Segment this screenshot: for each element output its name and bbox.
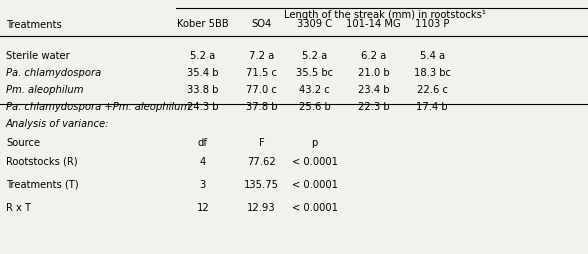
Text: < 0.0001: < 0.0001: [292, 156, 338, 166]
Text: 5.2 a: 5.2 a: [302, 51, 327, 61]
Text: 17.4 b: 17.4 b: [416, 101, 448, 111]
Text: 33.8 b: 33.8 b: [187, 84, 219, 94]
Text: 5.4 a: 5.4 a: [420, 51, 445, 61]
Text: 35.4 b: 35.4 b: [187, 67, 219, 77]
Text: < 0.0001: < 0.0001: [292, 202, 338, 212]
Text: Source: Source: [6, 137, 40, 147]
Text: Pm. aleophilum: Pm. aleophilum: [6, 84, 83, 94]
Text: 77.62: 77.62: [248, 156, 276, 166]
Text: 3: 3: [200, 179, 206, 189]
Text: Rootstocks (R): Rootstocks (R): [6, 156, 78, 166]
Text: Analysis of variance:: Analysis of variance:: [6, 118, 109, 128]
Text: 12.93: 12.93: [248, 202, 276, 212]
Text: Kober 5BB: Kober 5BB: [177, 19, 229, 29]
Text: 3309 C: 3309 C: [297, 19, 332, 29]
Text: 4: 4: [200, 156, 206, 166]
Text: 22.3 b: 22.3 b: [358, 101, 389, 111]
Text: Pa. chlamydospora: Pa. chlamydospora: [6, 67, 101, 77]
Text: 18.3 bc: 18.3 bc: [414, 67, 450, 77]
Text: df: df: [198, 137, 208, 147]
Text: 37.8 b: 37.8 b: [246, 101, 278, 111]
Text: Treatments: Treatments: [6, 20, 62, 30]
Text: 25.6 b: 25.6 b: [299, 101, 330, 111]
Text: 23.4 b: 23.4 b: [358, 84, 389, 94]
Text: SO4: SO4: [252, 19, 272, 29]
Text: Treatments (T): Treatments (T): [6, 179, 79, 189]
Text: F: F: [259, 137, 265, 147]
Text: 12: 12: [196, 202, 209, 212]
Text: 6.2 a: 6.2 a: [361, 51, 386, 61]
Text: 22.6 c: 22.6 c: [417, 84, 447, 94]
Text: p: p: [312, 137, 318, 147]
Text: 7.2 a: 7.2 a: [249, 51, 274, 61]
Text: 77.0 c: 77.0 c: [246, 84, 277, 94]
Text: 24.3 b: 24.3 b: [187, 101, 219, 111]
Text: 35.5 bc: 35.5 bc: [296, 67, 333, 77]
Text: Sterile water: Sterile water: [6, 51, 69, 61]
Text: R x T: R x T: [6, 202, 31, 212]
Text: 43.2 c: 43.2 c: [299, 84, 330, 94]
Text: < 0.0001: < 0.0001: [292, 179, 338, 189]
Text: Length of the streak (mm) in rootstocks¹: Length of the streak (mm) in rootstocks¹: [284, 10, 486, 20]
Text: Pa. chlamydospora +Pm. aleophilum: Pa. chlamydospora +Pm. aleophilum: [6, 101, 190, 111]
Text: 1103 P: 1103 P: [415, 19, 449, 29]
Text: 101-14 MG: 101-14 MG: [346, 19, 401, 29]
Text: 71.5 c: 71.5 c: [246, 67, 277, 77]
Text: 21.0 b: 21.0 b: [358, 67, 389, 77]
Text: 135.75: 135.75: [244, 179, 279, 189]
Text: 5.2 a: 5.2 a: [191, 51, 215, 61]
